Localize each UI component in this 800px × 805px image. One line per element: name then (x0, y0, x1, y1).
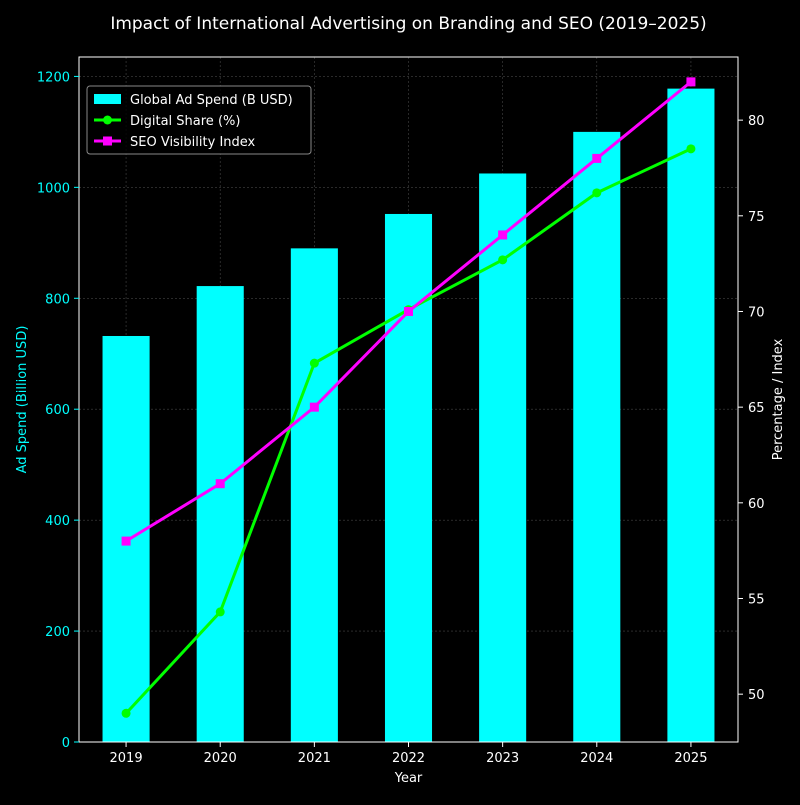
point-seo-visibility (592, 153, 602, 163)
left-tick-label: 800 (45, 292, 70, 307)
bar-ad-spend (667, 88, 715, 743)
right-tick-label: 70 (748, 305, 765, 320)
bar-ad-spend (290, 248, 338, 743)
x-tick-label: 2025 (674, 751, 707, 766)
point-seo-visibility (498, 230, 508, 240)
point-digital-share (686, 144, 696, 154)
x-tick-label: 2020 (204, 751, 237, 766)
legend-swatch-bar (94, 94, 121, 104)
legend-box (86, 85, 312, 155)
point-digital-share (592, 188, 602, 198)
right-tick-label: 75 (748, 210, 765, 225)
point-seo-visibility (215, 479, 225, 489)
left-tick-label: 1000 (37, 181, 70, 196)
right-tick-label: 55 (748, 592, 765, 607)
right-tick-label: 80 (748, 114, 765, 129)
left-tick-label: 600 (45, 403, 70, 418)
point-seo-visibility (309, 402, 319, 412)
point-digital-share (215, 607, 225, 617)
legend-label: Digital Share (%) (130, 114, 240, 129)
y-axis-label-right: Percentage / Index (771, 338, 786, 460)
legend-label: SEO Visibility Index (130, 135, 256, 150)
x-tick-label: 2022 (392, 751, 425, 766)
point-seo-visibility (686, 77, 696, 87)
point-seo-visibility (404, 306, 413, 316)
bar-ad-spend (196, 286, 244, 742)
left-tick-label: 400 (45, 514, 70, 529)
right-tick-label: 60 (748, 497, 765, 512)
x-tick-label: 2019 (110, 751, 143, 766)
x-tick-label: 2021 (298, 751, 331, 766)
point-digital-share (309, 358, 319, 368)
x-tick-label: 2024 (580, 751, 613, 766)
point-digital-share (121, 708, 131, 718)
left-tick-label: 1200 (37, 70, 70, 85)
bar-ad-spend (573, 131, 621, 742)
right-tick-label: 65 (748, 401, 765, 416)
x-axis-label: Year (394, 771, 423, 786)
point-seo-visibility (121, 536, 131, 546)
legend-swatch-marker (103, 115, 112, 125)
point-digital-share (498, 255, 508, 265)
left-tick-label: 200 (45, 625, 70, 640)
chart-title: Impact of International Advertising on B… (110, 14, 706, 34)
legend-label: Global Ad Spend (B USD) (130, 93, 293, 108)
left-tick-label: 0 (62, 736, 70, 751)
legend-swatch-marker (103, 136, 112, 146)
bar-ad-spend (384, 213, 433, 743)
right-tick-label: 50 (748, 688, 765, 703)
y-axis-label-left: Ad Spend (Billion USD) (15, 326, 30, 474)
x-tick-label: 2023 (486, 751, 519, 766)
